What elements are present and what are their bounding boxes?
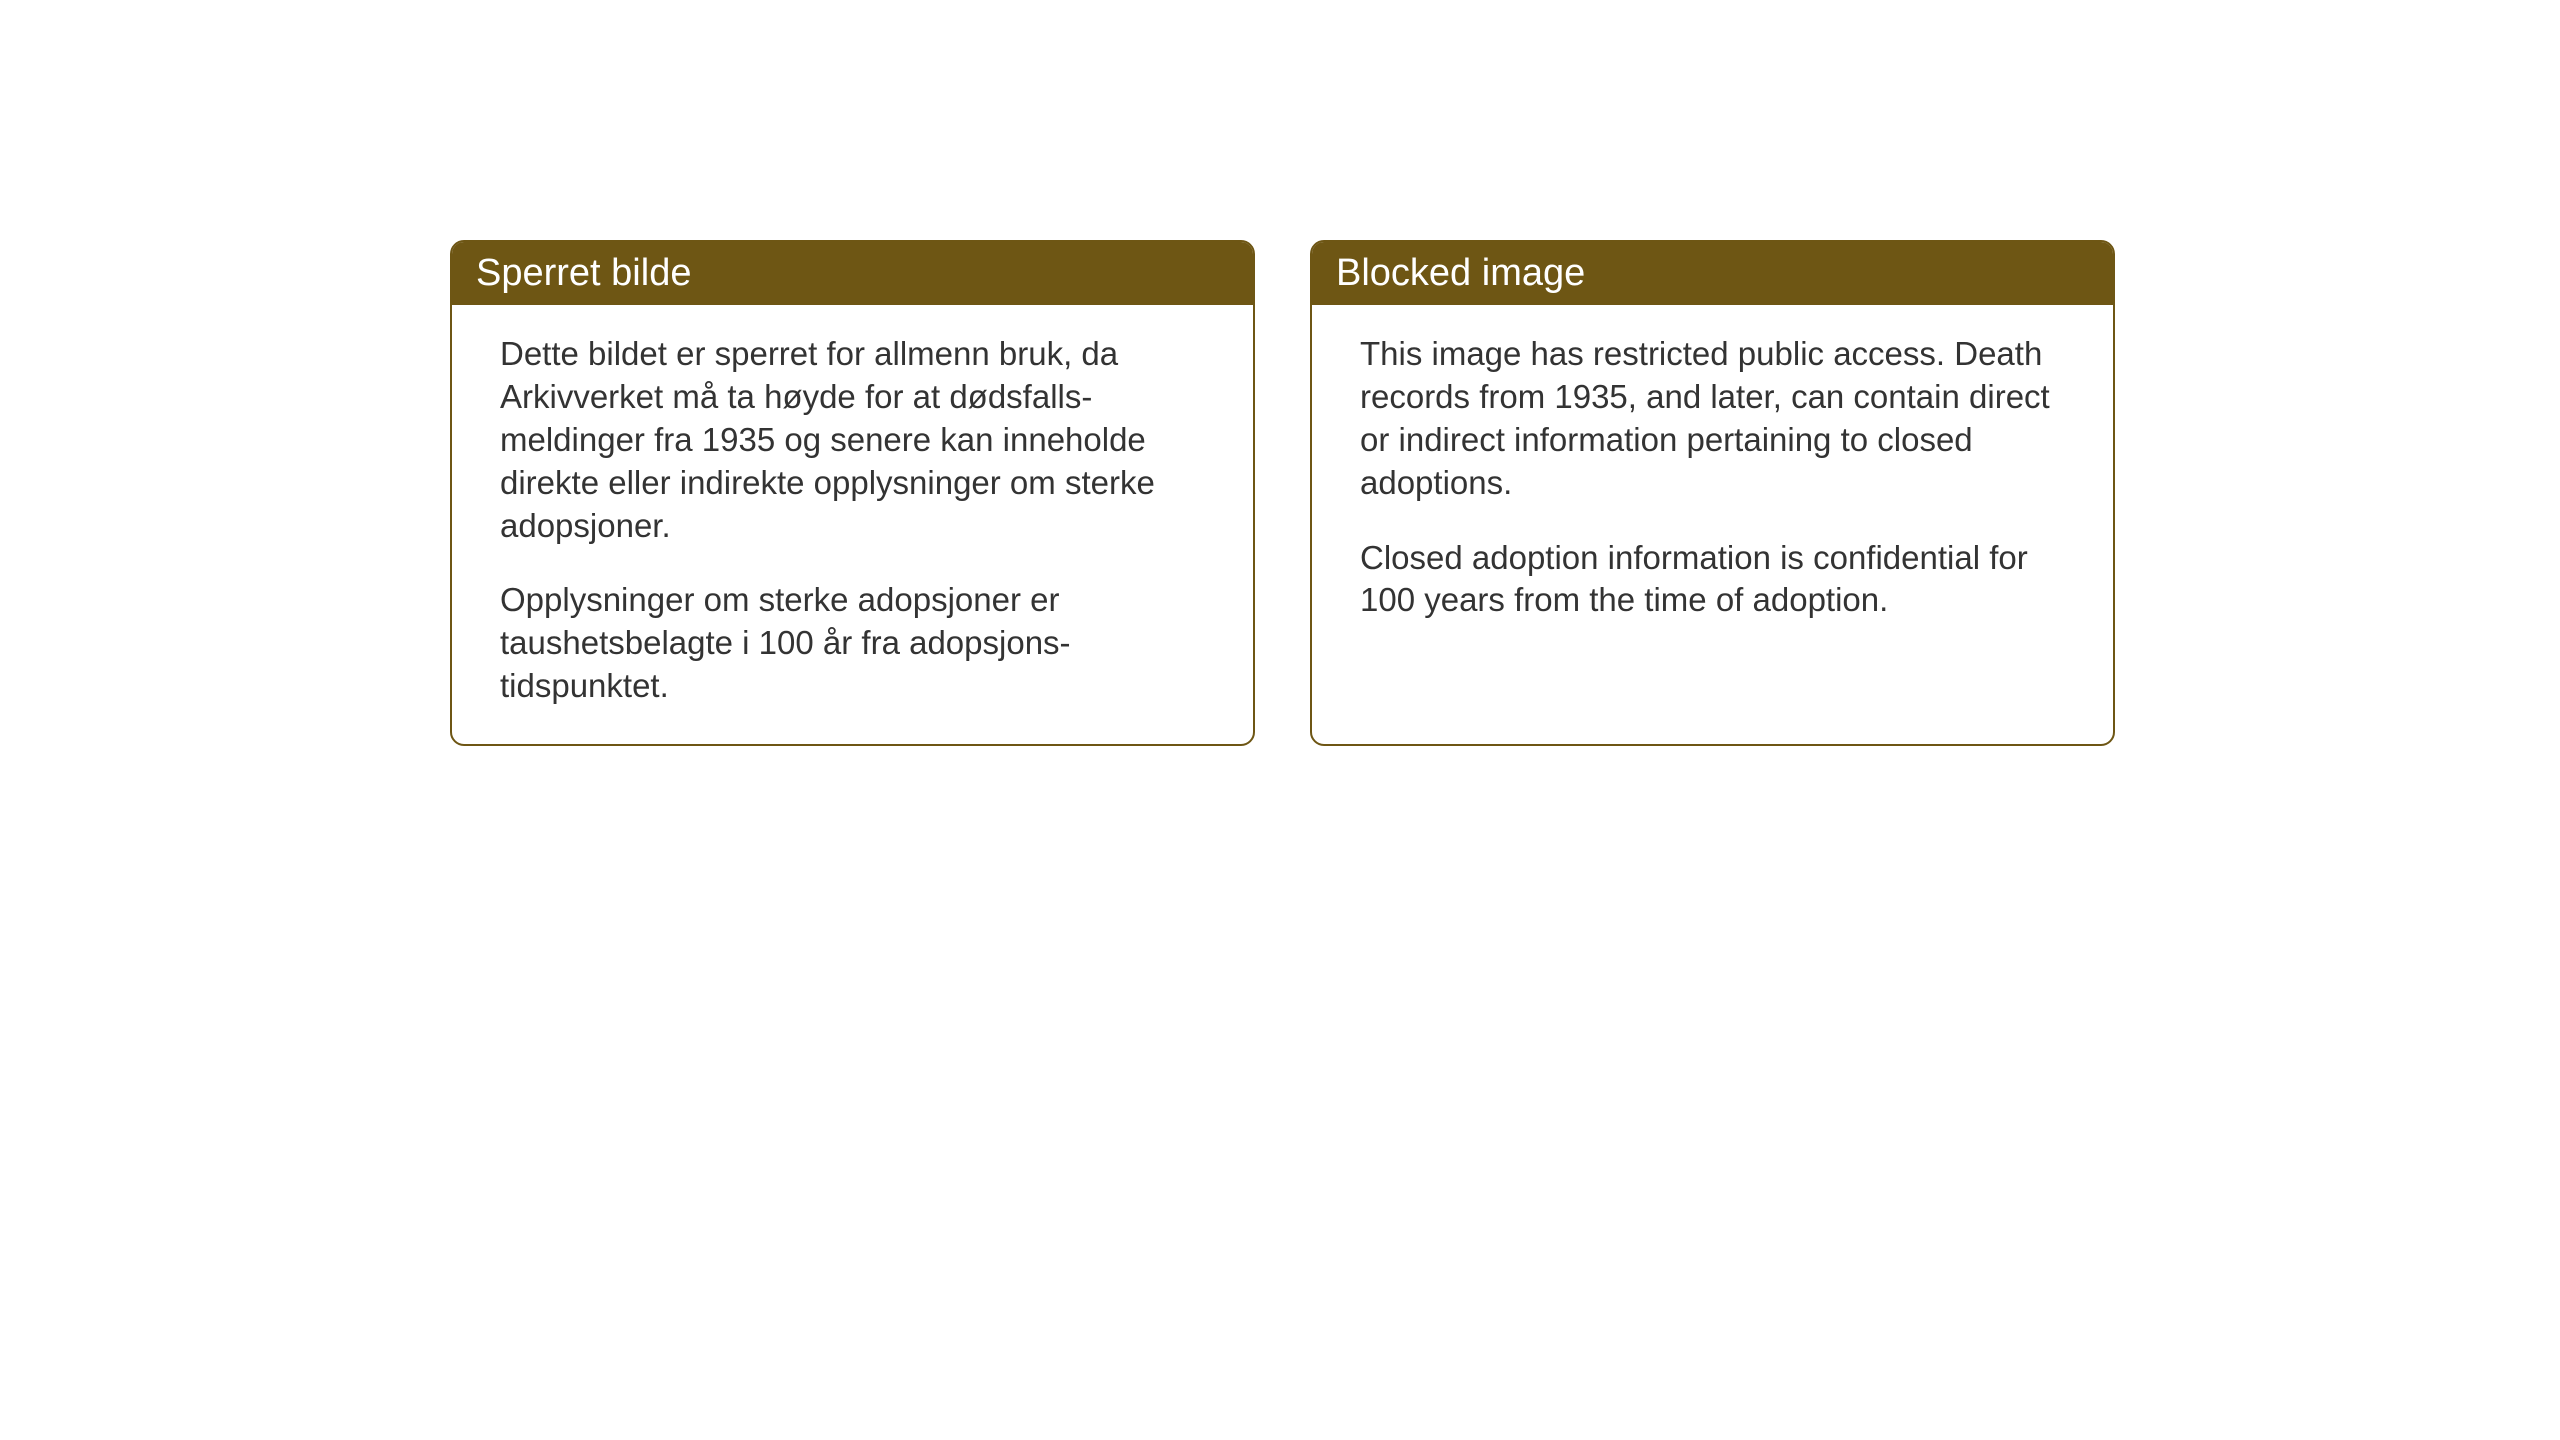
norwegian-paragraph-2: Opplysninger om sterke adopsjoner er tau… (500, 579, 1205, 708)
english-paragraph-2: Closed adoption information is confident… (1360, 537, 2065, 623)
norwegian-card-body: Dette bildet er sperret for allmenn bruk… (452, 305, 1253, 744)
english-card-header: Blocked image (1312, 242, 2113, 305)
english-card-body: This image has restricted public access.… (1312, 305, 2113, 658)
english-card-title: Blocked image (1336, 252, 1585, 294)
notice-container: Sperret bilde Dette bildet er sperret fo… (450, 240, 2115, 746)
norwegian-notice-card: Sperret bilde Dette bildet er sperret fo… (450, 240, 1255, 746)
english-notice-card: Blocked image This image has restricted … (1310, 240, 2115, 746)
norwegian-paragraph-1: Dette bildet er sperret for allmenn bruk… (500, 333, 1205, 547)
norwegian-card-title: Sperret bilde (476, 252, 691, 294)
english-paragraph-1: This image has restricted public access.… (1360, 333, 2065, 505)
norwegian-card-header: Sperret bilde (452, 242, 1253, 305)
